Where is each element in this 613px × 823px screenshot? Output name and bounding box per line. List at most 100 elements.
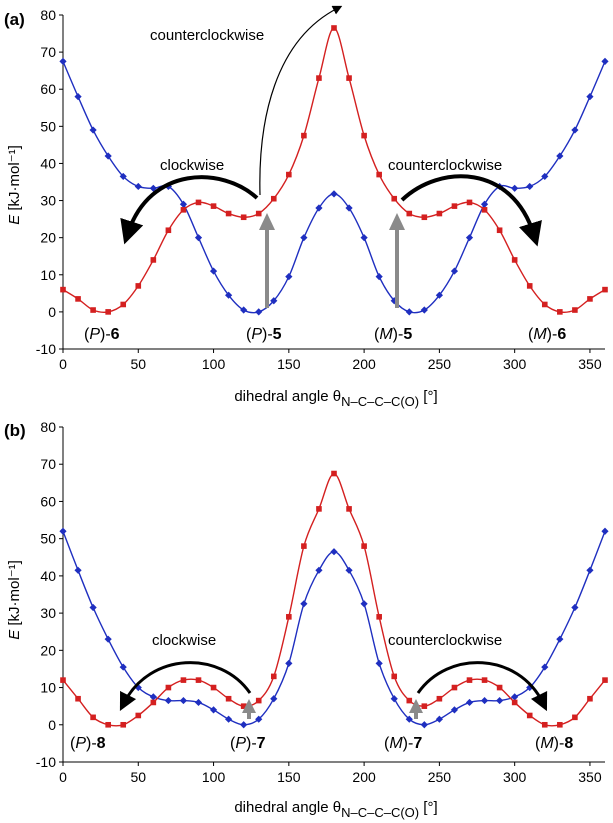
gray-arrowhead-m7 (409, 699, 423, 713)
chirality: P (235, 735, 246, 752)
conformer-label-p7: (P)-7 (230, 735, 266, 752)
data-point-square (316, 75, 322, 81)
data-point-square (557, 309, 563, 315)
data-point-diamond (315, 566, 323, 574)
data-point-diamond (270, 297, 278, 305)
data-point-square (346, 75, 352, 81)
data-point-square (406, 210, 413, 217)
thin-arrow (259, 5, 343, 196)
data-point-square (331, 25, 337, 31)
x-tick-label: 350 (578, 769, 602, 785)
data-point-diamond (496, 696, 504, 705)
chirality: P (75, 735, 86, 752)
x-label-main: dihedral angle θ (234, 799, 341, 816)
x-tick-label: 150 (277, 356, 301, 372)
x-tick-label: 200 (352, 769, 376, 785)
data-point-square (557, 721, 563, 728)
paren-close: )- (100, 326, 111, 343)
y-unit: [kJ·mol⁻¹] (6, 560, 23, 630)
data-point-diamond (601, 527, 609, 535)
data-point-square (526, 283, 533, 289)
data-point-square (60, 677, 66, 683)
data-point-diamond (330, 548, 338, 556)
gray-arrowhead-m5 (389, 213, 405, 230)
paren-open: ( (246, 326, 252, 343)
data-point-diamond (435, 715, 443, 723)
paren-close: )- (86, 735, 97, 752)
clockwise-arrow (120, 175, 259, 245)
y-tick-label: 10 (40, 680, 56, 696)
data-point-diamond (59, 57, 67, 65)
data-point-diamond (179, 696, 188, 705)
x-axis-label: dihedral angle θN–C–C–C(O) [°] (234, 799, 437, 820)
compound-number: 6 (557, 326, 566, 343)
data-point-diamond (255, 715, 263, 723)
y-tick-label: 50 (40, 118, 56, 134)
conformer-label-p8: (P)-8 (70, 735, 106, 752)
conformer-label-p5: (P)-5 (246, 326, 282, 343)
data-point-square (60, 286, 66, 293)
data-point-diamond (240, 721, 248, 729)
data-point-diamond (420, 721, 428, 729)
y-tick-label: 50 (40, 531, 56, 547)
data-point-square (602, 677, 608, 683)
data-point-diamond (149, 693, 157, 701)
conformer-label-m7: (M)-7 (384, 735, 422, 752)
paren-open: ( (528, 326, 534, 343)
conformer-label-m5: (M)-5 (374, 326, 412, 343)
x-label-sub: N–C–C–C(O) (341, 394, 419, 409)
paren-open: ( (70, 735, 76, 752)
data-point-diamond (194, 234, 203, 242)
x-tick-label: 0 (59, 356, 67, 372)
data-point-diamond (225, 715, 233, 723)
y-tick-label: -10 (36, 754, 56, 770)
data-point-diamond (360, 234, 368, 242)
data-point-diamond (390, 695, 398, 703)
series (59, 25, 609, 316)
data-point-square (526, 712, 533, 719)
y-tick-label: 80 (40, 7, 56, 23)
axes (62, 15, 605, 350)
data-point-diamond (89, 603, 97, 612)
paren-open: ( (535, 735, 541, 752)
compound-number: 7 (413, 735, 422, 752)
paren-open: ( (384, 735, 390, 752)
data-point-square (331, 470, 337, 477)
x-tick-label: 250 (428, 356, 452, 372)
y-tick-label: 70 (40, 44, 56, 60)
data-point-square (120, 301, 127, 308)
data-point-square (165, 227, 172, 234)
paren-close: )- (262, 326, 273, 343)
data-point-diamond (526, 182, 534, 191)
axes (62, 427, 605, 763)
data-point-diamond (300, 234, 308, 242)
y-tick-label: 0 (48, 717, 56, 733)
data-point-diamond (300, 600, 308, 608)
data-point-diamond (511, 693, 519, 701)
data-point-square (105, 721, 111, 728)
data-point-square (496, 227, 503, 234)
data-point-square (361, 132, 367, 139)
data-point-diamond (255, 308, 263, 316)
y-var: E (6, 214, 23, 225)
data-point-square (572, 307, 578, 313)
data-point-square (436, 695, 443, 702)
x-tick-label: 0 (59, 769, 67, 785)
data-point-square (225, 210, 232, 217)
data-point-diamond (74, 93, 82, 101)
x-tick-label: 350 (578, 356, 602, 372)
y-tick-label: 10 (40, 267, 56, 283)
data-point-diamond (375, 273, 383, 281)
data-point-diamond (164, 696, 172, 705)
data-point-diamond (104, 635, 112, 643)
data-point-diamond (104, 152, 112, 160)
x-label-main: dihedral angle θ (234, 388, 341, 405)
data-point-square (135, 712, 142, 719)
y-var: E (6, 629, 23, 640)
compound-number: 6 (111, 326, 120, 343)
y-tick-label: 60 (40, 81, 56, 97)
panel-label: (a) (4, 10, 25, 29)
y-tick-label: 40 (40, 568, 56, 584)
data-point-square (602, 286, 608, 293)
